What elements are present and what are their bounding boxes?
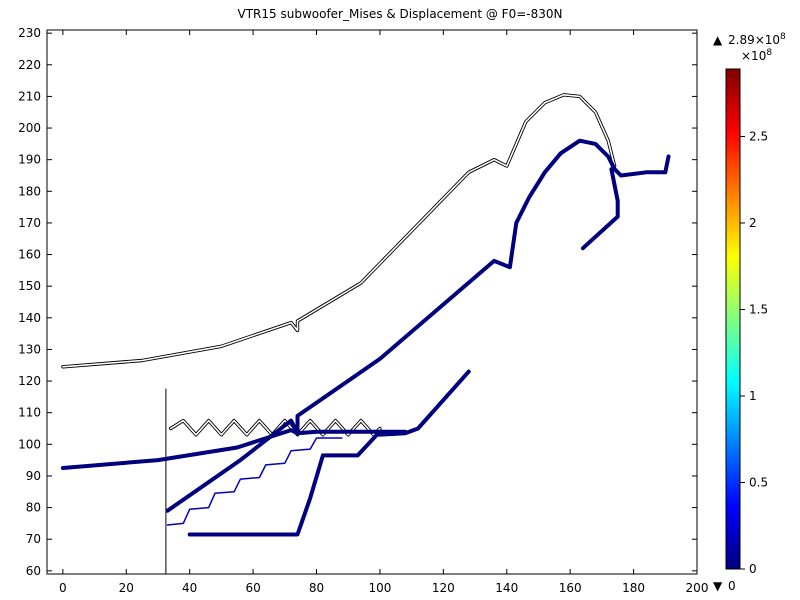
colorbar-min-arrow-icon: ▼ bbox=[713, 579, 723, 593]
y-tick-label: 90 bbox=[26, 469, 41, 483]
y-tick-label: 150 bbox=[18, 279, 41, 293]
x-tick-label: 180 bbox=[622, 581, 645, 595]
colorbar-tick-label: 1.5 bbox=[749, 302, 768, 316]
y-tick-label: 100 bbox=[18, 437, 41, 451]
y-axis: 60 70 80 90 100 110 120 130 140 150 160 170 180 190 20… bbox=[18, 26, 697, 578]
x-tick-label: 80 bbox=[309, 581, 324, 595]
y-tick-label: 120 bbox=[18, 374, 41, 388]
y-tick-label: 160 bbox=[18, 248, 41, 262]
x-tick-label: 0 bbox=[59, 581, 67, 595]
y-tick-label: 110 bbox=[18, 406, 41, 420]
colorbar-tick-label: 0 bbox=[749, 562, 757, 576]
colorbar-tick-label: 2.5 bbox=[749, 129, 768, 143]
y-tick-label: 130 bbox=[18, 342, 41, 356]
colorbar-ticks: 0 0.5 1 1.5 2 2.5 bbox=[740, 129, 768, 576]
colorbar-max-arrow-icon: ▲ bbox=[713, 33, 723, 47]
y-tick-label: 210 bbox=[18, 89, 41, 103]
y-tick-label: 220 bbox=[18, 58, 41, 72]
series-layer bbox=[60, 93, 671, 575]
colorbar-tick-label: 0.5 bbox=[749, 475, 768, 489]
series-deformed-cone bbox=[165, 138, 671, 513]
y-tick-label: 70 bbox=[26, 532, 41, 546]
colorbar-multiplier: ×108 bbox=[741, 48, 772, 63]
chart-title: VTR15 subwoofer_Mises & Displacement @ F… bbox=[238, 7, 563, 21]
y-tick-label: 80 bbox=[26, 501, 41, 515]
x-axis: 0 20 40 60 80 100 120 140 160 180 200 bbox=[59, 30, 708, 595]
series-deformed-cone-edge bbox=[580, 167, 620, 251]
series-deformed-dustcap bbox=[60, 428, 408, 470]
colorbar-tick-label: 2 bbox=[749, 216, 757, 230]
x-tick-label: 200 bbox=[686, 581, 709, 595]
series-deformed-surround bbox=[187, 369, 471, 537]
colorbar-min-label: 0 bbox=[728, 579, 736, 593]
y-tick-label: 200 bbox=[18, 121, 41, 135]
y-tick-label: 190 bbox=[18, 153, 41, 167]
x-tick-label: 140 bbox=[495, 581, 518, 595]
plot-area bbox=[46, 29, 698, 575]
colorbar: ▲ 2.89×108 ×108 0 0.5 1 1.5 2 2.5 ▼ 0 bbox=[713, 32, 786, 593]
y-tick-label: 60 bbox=[26, 564, 41, 578]
y-tick-label: 140 bbox=[18, 311, 41, 325]
x-tick-label: 120 bbox=[432, 581, 455, 595]
x-tick-label: 160 bbox=[559, 581, 582, 595]
series-deformed-spider bbox=[166, 437, 343, 526]
series-undeformed-cone bbox=[62, 94, 616, 368]
x-tick-label: 20 bbox=[119, 581, 134, 595]
x-tick-label: 60 bbox=[245, 581, 260, 595]
colorbar-scale bbox=[725, 68, 741, 570]
x-tick-label: 40 bbox=[182, 581, 197, 595]
y-tick-label: 170 bbox=[18, 216, 41, 230]
y-tick-label: 180 bbox=[18, 184, 41, 198]
colorbar-max-label: 2.89×108 bbox=[728, 32, 786, 47]
x-tick-label: 100 bbox=[368, 581, 391, 595]
colorbar-tick-label: 1 bbox=[749, 389, 757, 403]
y-tick-label: 230 bbox=[18, 26, 41, 40]
